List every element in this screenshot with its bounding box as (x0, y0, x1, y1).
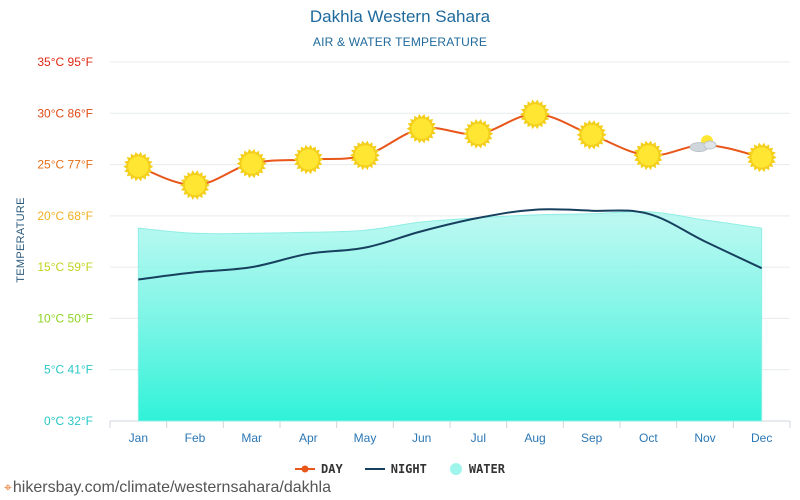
y-axis-label: TEMPERATURE (15, 197, 27, 283)
location-pin-icon: ⌖ (4, 479, 12, 495)
x-tick-label: Jun (412, 431, 431, 445)
sun-icon (520, 99, 550, 130)
x-tick-label: Nov (694, 431, 715, 445)
sun-icon (406, 113, 437, 144)
chart-legend: DAY NIGHT WATER (0, 462, 800, 476)
x-tick-label: Feb (185, 431, 206, 445)
legend-item-day[interactable]: DAY (295, 462, 343, 476)
x-tick-label: Apr (299, 431, 318, 445)
x-tick-label: Aug (524, 431, 545, 445)
x-tick-label: Dec (751, 431, 772, 445)
day-line-icon (295, 465, 316, 473)
chart-subtitle: AIR & WATER TEMPERATURE (312, 35, 488, 49)
legend-day-label: DAY (321, 462, 343, 476)
x-tick-label: Jan (129, 431, 148, 445)
partly-cloudy-icon (689, 135, 717, 152)
y-tick-label: 5°C 41°F (44, 363, 93, 377)
source-link[interactable]: ⌖hikersbay.com/climate/westernsahara/dak… (4, 479, 331, 497)
sun-icon (576, 120, 607, 150)
sun-icon (293, 144, 324, 175)
sun-icon (180, 170, 210, 200)
water-dot-icon (449, 463, 462, 475)
legend-water-label: WATER (468, 462, 505, 476)
sun-icon (236, 148, 267, 179)
water-area (137, 211, 763, 422)
chart-title: Dakhla Western Sahara (309, 7, 491, 26)
sun-icon (746, 142, 777, 173)
x-tick-label: Jul (471, 431, 486, 445)
sun-icon (463, 119, 494, 149)
legend-night-label: NIGHT (390, 462, 427, 476)
sun-icon (633, 140, 664, 171)
x-tick-label: May (354, 431, 377, 445)
legend-item-night[interactable]: NIGHT (364, 462, 427, 476)
x-tick-label: Sep (581, 431, 603, 445)
y-tick-label: 15°C 59°F (37, 260, 93, 274)
night-line (138, 208, 763, 281)
x-tick-label: Oct (639, 431, 658, 445)
y-tick-label: 35°C 95°F (37, 55, 93, 69)
x-tick-label: Mar (241, 431, 262, 445)
y-tick-label: 25°C 77°F (37, 158, 93, 172)
y-tick-label: 10°C 50°F (37, 311, 93, 325)
night-line-icon (364, 468, 385, 470)
legend-item-water[interactable]: WATER (449, 462, 505, 476)
sun-icon (123, 151, 154, 182)
day-line (137, 113, 762, 187)
y-tick-label: 30°C 86°F (37, 106, 93, 120)
y-tick-label: 0°C 32°F (44, 414, 93, 428)
sun-icon (350, 140, 380, 171)
source-url: hikersbay.com/climate/westernsahara/dakh… (12, 479, 331, 496)
y-tick-label: 20°C 68°F (37, 209, 93, 223)
